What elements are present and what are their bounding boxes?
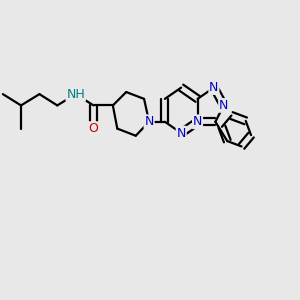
Text: N: N [144, 115, 154, 128]
Text: O: O [88, 122, 98, 135]
Text: N: N [209, 81, 219, 94]
Text: N: N [176, 127, 186, 140]
Text: NH: NH [66, 88, 85, 100]
Text: N: N [219, 99, 228, 112]
Text: N: N [193, 115, 202, 128]
